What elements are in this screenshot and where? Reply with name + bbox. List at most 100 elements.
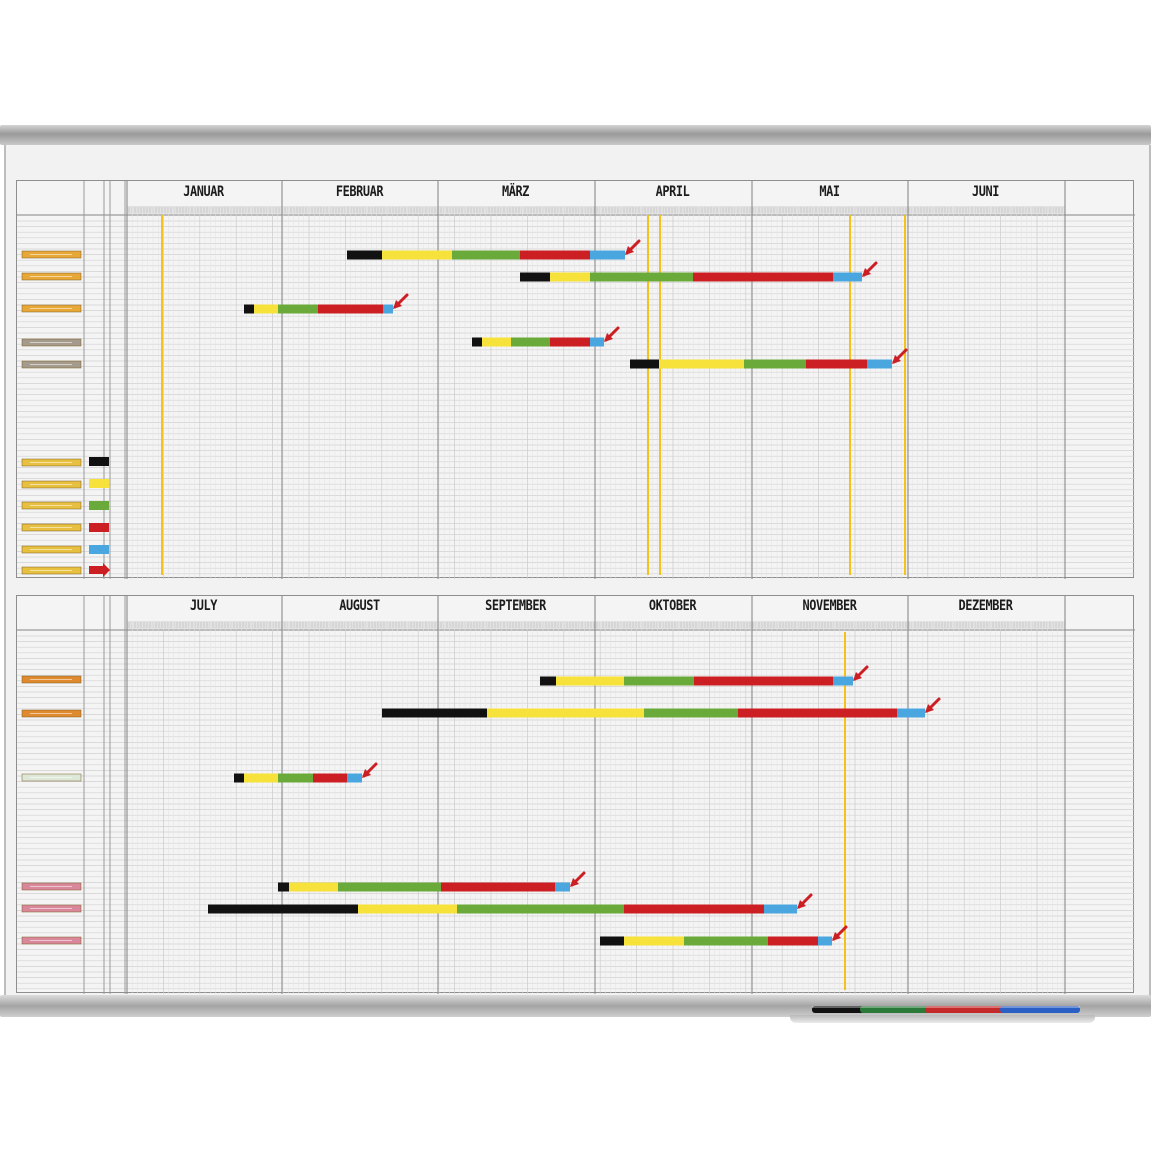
bar-segment-yellow [254, 304, 278, 314]
bar-segment-blue [555, 882, 570, 892]
bar-segment-green [684, 936, 768, 946]
bar-segment-red [318, 304, 383, 314]
month-label-sep: SEPTEMBER [485, 598, 546, 614]
bar-segment-red [806, 359, 867, 369]
deadline-arrowhead [925, 704, 934, 713]
bar-segment-yellow [487, 708, 644, 718]
bar-segment-red [441, 882, 555, 892]
bar-segment-yellow [358, 904, 457, 914]
deadline-arrowhead [570, 878, 579, 887]
bar-segment-yellow [659, 359, 744, 369]
bar-segment-green [624, 676, 694, 686]
bar-segment-red [550, 337, 590, 347]
tray-marker-green [860, 1006, 930, 1013]
day-ruler [127, 621, 1065, 629]
bar-segment-red [694, 676, 833, 686]
bar-segment-blue [590, 337, 604, 347]
tray-marker-black [812, 1006, 867, 1013]
bar-segment-yellow [482, 337, 511, 347]
day-ruler [127, 206, 1065, 214]
month-label-mar: MÄRZ [502, 184, 529, 200]
deadline-arrowhead [393, 300, 402, 309]
bar-segment-black [208, 904, 358, 914]
month-label-may: MAI [819, 184, 840, 200]
bar-segment-green [338, 882, 441, 892]
deadline-arrowhead [892, 355, 901, 364]
bar-segment-blue [818, 936, 832, 946]
month-label-aug: AUGUST [339, 598, 380, 614]
legend-chip [89, 501, 109, 510]
bottom-planner-panel [16, 595, 1135, 994]
bar-segment-yellow [556, 676, 624, 686]
bar-segment-blue [764, 904, 797, 914]
deadline-arrowhead [832, 932, 841, 941]
bar-segment-yellow [382, 250, 452, 260]
bar-segment-green [457, 904, 624, 914]
deadline-arrowhead [362, 769, 371, 778]
bar-segment-black [382, 708, 487, 718]
legend-chip [89, 479, 109, 488]
bar-segment-yellow [244, 773, 278, 783]
tray-marker-blue [1000, 1006, 1080, 1013]
bar-segment-red [693, 272, 833, 282]
legend-chip [89, 523, 109, 532]
deadline-arrowhead [625, 246, 634, 255]
bar-segment-blue [383, 304, 393, 314]
bar-segment-red [768, 936, 818, 946]
bar-segment-blue [897, 708, 925, 718]
deadline-arrowhead [604, 333, 613, 342]
bar-segment-yellow [624, 936, 684, 946]
bar-segment-black [600, 936, 624, 946]
tray-marker-shine [812, 1006, 1080, 1008]
bar-segment-red [624, 904, 764, 914]
deadline-arrowhead [853, 672, 862, 681]
bar-segment-blue [867, 359, 892, 369]
bar-segment-blue [590, 250, 625, 260]
bar-segment-red [738, 708, 897, 718]
deadline-arrowhead [797, 900, 806, 909]
month-label-jan: JANUAR [183, 184, 224, 200]
top-rail [0, 125, 1151, 145]
bar-segment-yellow [550, 272, 590, 282]
bar-segment-green [744, 359, 806, 369]
legend-chip [89, 545, 109, 554]
month-label-feb: FEBRUAR [335, 184, 384, 200]
legend-arrow [89, 563, 110, 577]
bar-segment-red [520, 250, 590, 260]
tray-shadow [790, 1015, 1095, 1023]
month-label-oct: OKTOBER [648, 598, 697, 614]
bar-segment-green [590, 272, 693, 282]
bar-segment-black [520, 272, 550, 282]
bar-segment-green [452, 250, 520, 260]
bar-segment-green [644, 708, 738, 718]
bar-segment-black [347, 250, 382, 260]
bar-segment-blue [833, 272, 862, 282]
bar-segment-yellow [289, 882, 338, 892]
top-planner-panel [16, 180, 1135, 579]
month-label-dec: DEZEMBER [958, 598, 1013, 614]
month-label-apr: APRIL [655, 184, 690, 200]
bar-segment-blue [347, 773, 362, 783]
month-label-jun: JUNI [972, 184, 999, 200]
bar-segment-green [511, 337, 550, 347]
legend-chip [89, 457, 109, 466]
bar-segment-green [278, 304, 318, 314]
deadline-arrowhead [862, 268, 871, 277]
bar-segment-black [472, 337, 482, 347]
bar-segment-black [540, 676, 556, 686]
month-label-jul: JULY [190, 598, 217, 614]
top-grid [17, 181, 1135, 579]
month-label-nov: NOVEMBER [802, 598, 857, 614]
bar-segment-black [244, 304, 254, 314]
bar-segment-black [278, 882, 289, 892]
bar-segment-red [313, 773, 347, 783]
bar-segment-green [278, 773, 313, 783]
bar-segment-black [234, 773, 244, 783]
bar-segment-blue [833, 676, 853, 686]
bottom-grid [17, 596, 1135, 994]
tray-marker-red [925, 1006, 1005, 1013]
bar-segment-black [630, 359, 659, 369]
